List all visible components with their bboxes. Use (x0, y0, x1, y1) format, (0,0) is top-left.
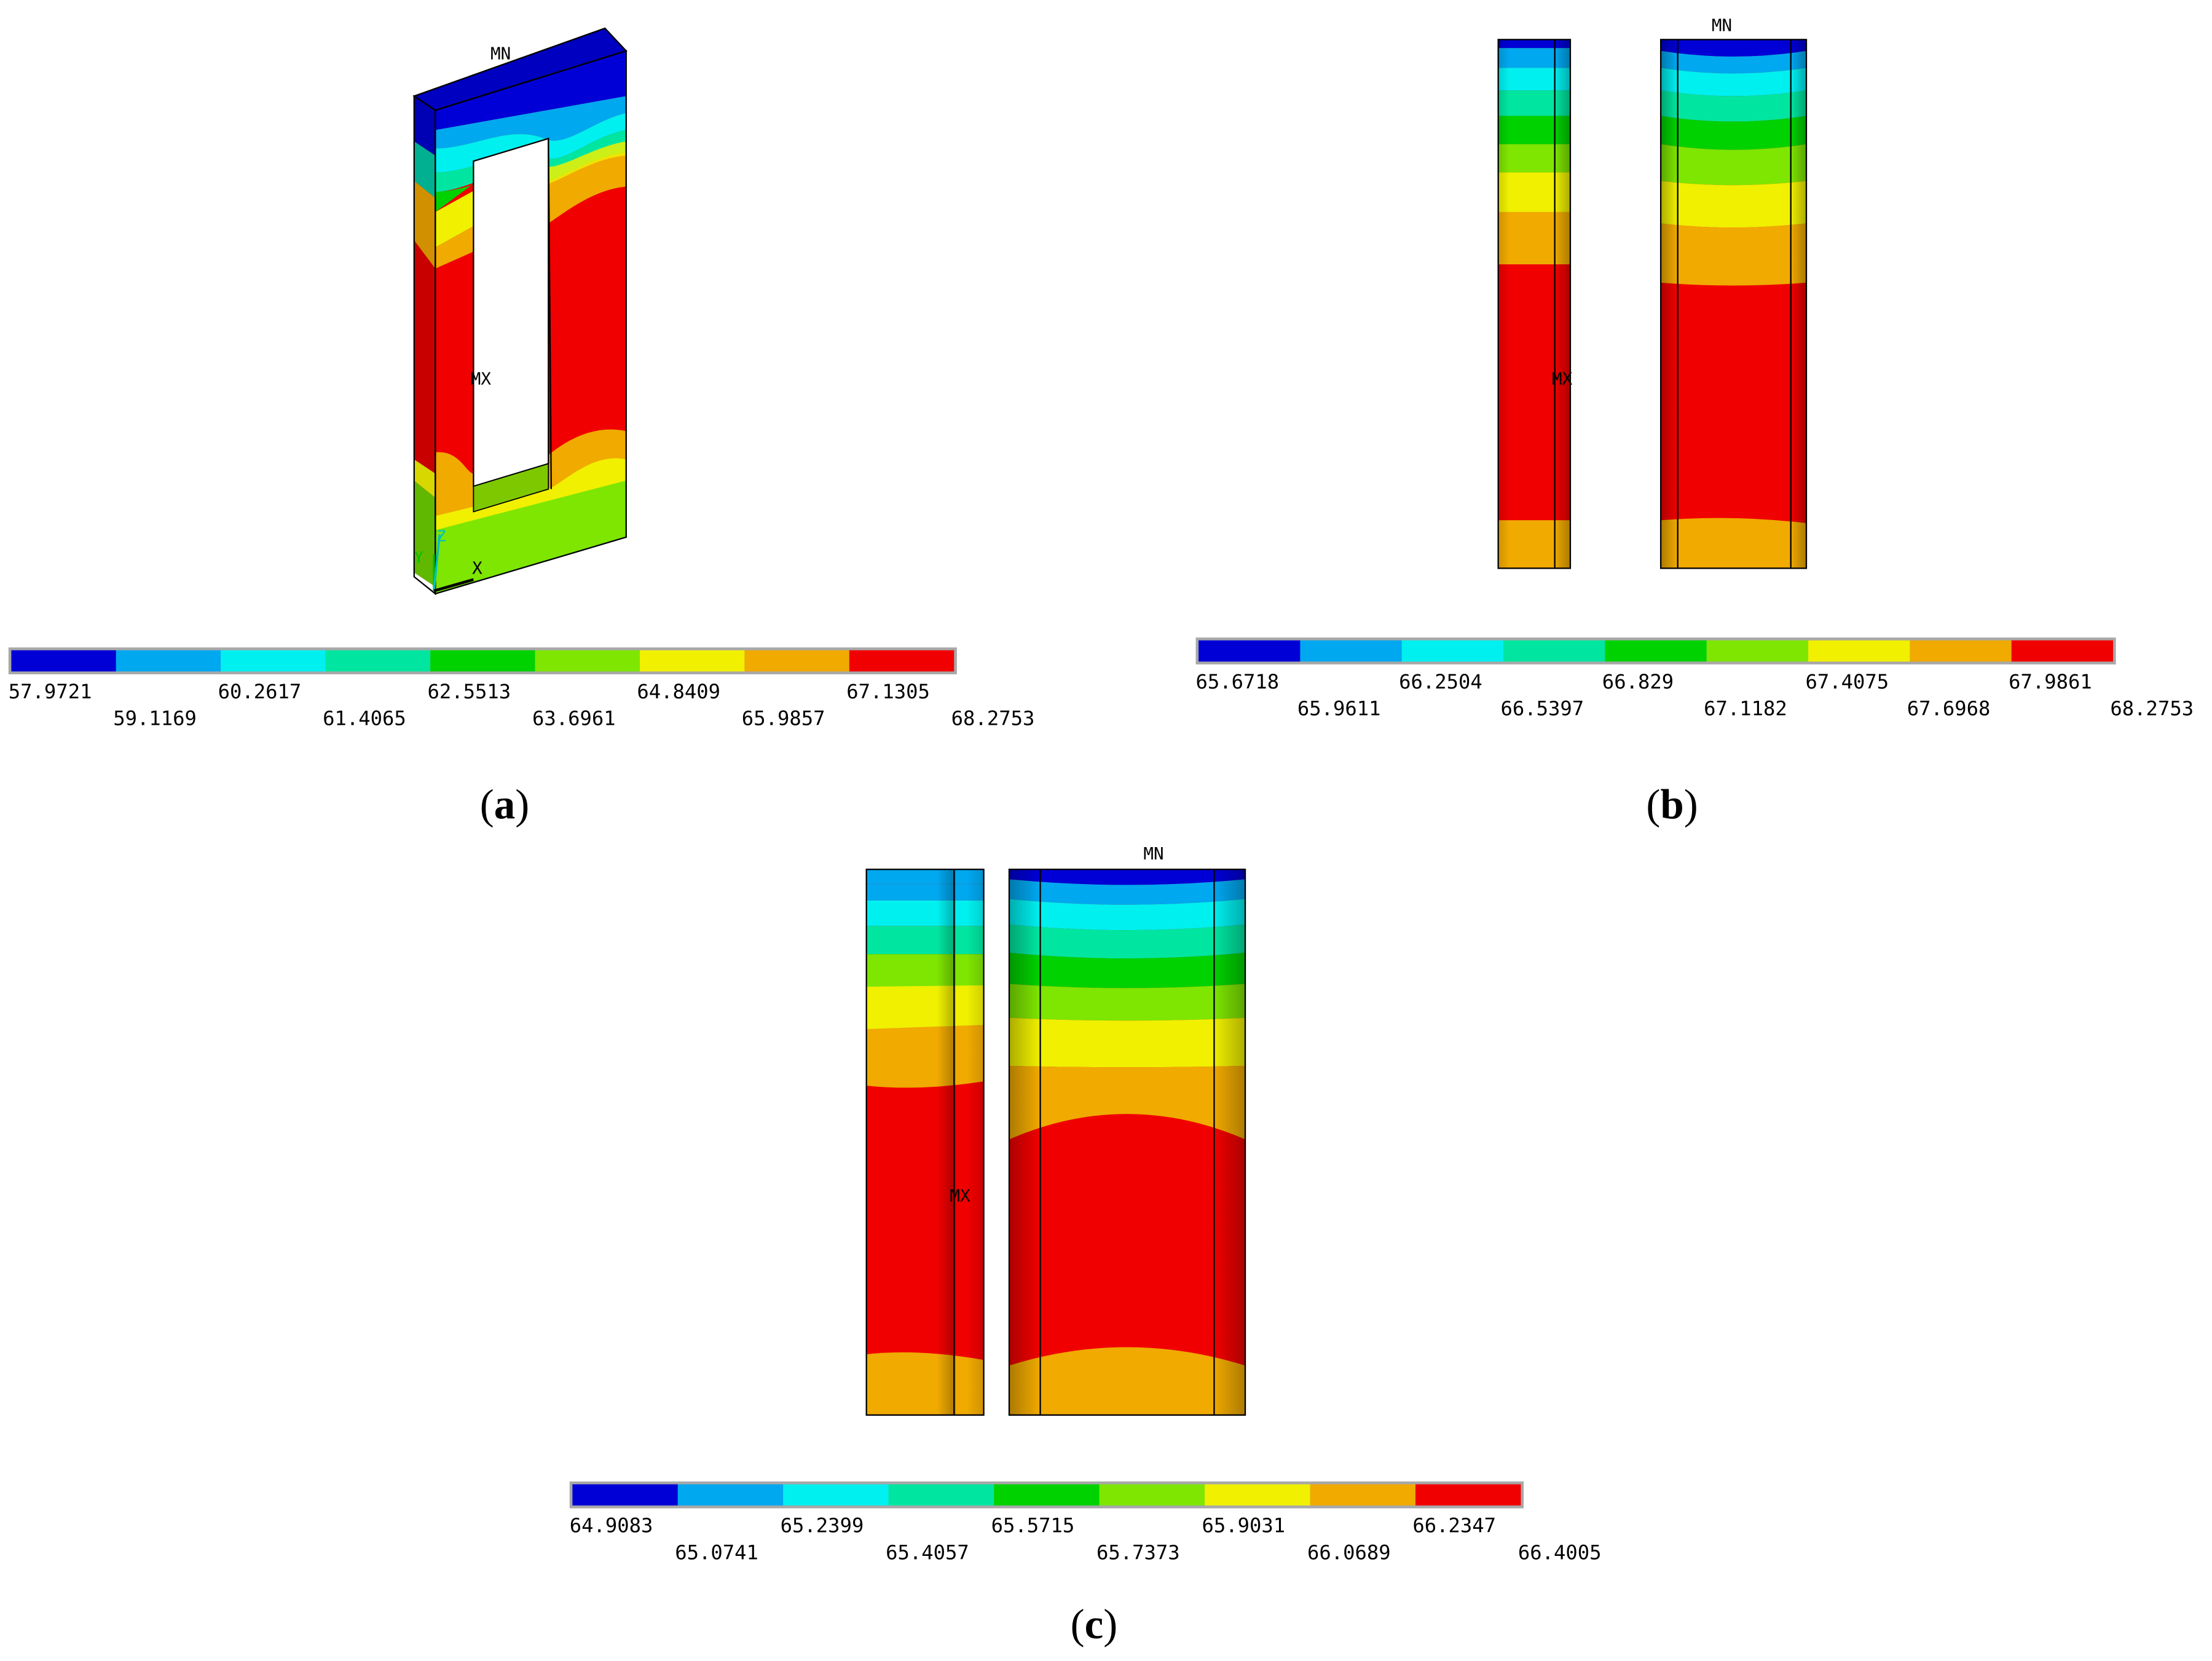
legend-a-swatch (849, 650, 954, 672)
panel-c-max-marker: MX (950, 1186, 970, 1206)
legend-a-value: 67.1305 (846, 680, 930, 703)
legend-c-swatch (572, 1484, 678, 1506)
panel-a-min-marker: MN (490, 44, 511, 64)
legend-c-swatch (888, 1484, 994, 1506)
legend-c-swatch (783, 1484, 889, 1506)
legend-b-swatch (1503, 640, 1605, 662)
legend-a-swatch (221, 650, 326, 672)
legend-a-value: 62.5513 (428, 680, 511, 703)
panel-c-contour-plot: MN MX (865, 843, 1246, 1416)
legend-a-value: 63.6961 (532, 707, 616, 730)
panel-a-core-front-face (435, 50, 626, 594)
panel-b-right-limb-outline (1659, 39, 1808, 569)
caption-a: (a) (480, 781, 529, 827)
legend-b-value: 67.9861 (2009, 670, 2092, 693)
legend-a-swatch (535, 650, 640, 672)
panel-b-min-marker: MN (1712, 15, 1732, 36)
legend-b-swatch (1808, 640, 1910, 662)
color-legends: 57.9721 59.1169 60.2617 61.4065 62.5513 63.69… (8, 637, 2194, 1564)
panel-a-axis-z-label: Z (437, 527, 446, 545)
legend-a-value: 64.8409 (637, 680, 720, 703)
panel-a-axis-x-label: X (472, 558, 482, 578)
panel-c-min-marker: MN (1143, 843, 1163, 864)
legend-a-value: 60.2617 (218, 680, 302, 703)
legend-c-swatch (1099, 1484, 1205, 1506)
panel-c-left-limb-outline (865, 869, 985, 1416)
legend-b-swatch (1706, 640, 1809, 662)
legend-b-swatch (1198, 640, 1301, 662)
legend-b-swatch (1910, 640, 2012, 662)
legend-c-swatch (1205, 1484, 1310, 1506)
legend-b-value: 67.1182 (1704, 697, 1787, 720)
legend-c: 64.9083 65.0741 65.2399 65.4057 65.5715 65.73… (570, 1481, 1602, 1564)
legend-c-value: 65.9031 (1202, 1514, 1285, 1537)
legend-b-value: 67.4075 (1805, 670, 1889, 693)
panel-a-axis-y-label: Y (414, 548, 423, 566)
legend-c-swatch (1415, 1484, 1521, 1506)
legend-c-swatch (1310, 1484, 1416, 1506)
legend-b-value: 68.2753 (2110, 697, 2194, 720)
legend-a-value: 65.9857 (742, 707, 825, 730)
legend-c-value: 66.0689 (1307, 1541, 1391, 1564)
legend-c-value: 66.2347 (1412, 1514, 1496, 1537)
legend-a-swatch (430, 650, 535, 672)
panel-b-right-limb (1661, 39, 1806, 569)
legend-a-swatch (11, 650, 116, 672)
legend-b-value: 65.6718 (1196, 670, 1280, 693)
legend-b-value: 67.6968 (1907, 697, 1991, 720)
legend-c-value: 65.7373 (1096, 1541, 1180, 1564)
legend-c-value: 65.2399 (781, 1514, 864, 1537)
legend-c-value: 65.5715 (991, 1514, 1075, 1537)
legend-c-value: 66.4005 (1518, 1541, 1602, 1564)
legend-b-value: 66.5397 (1500, 697, 1584, 720)
panel-c-left-limb (866, 869, 984, 1415)
panel-a-core-left-face (414, 96, 436, 587)
caption-a-letter: a (494, 781, 515, 827)
legend-a-value: 57.9721 (9, 680, 92, 703)
legend-a-swatch (639, 650, 745, 672)
caption-c: (c) (1071, 1601, 1118, 1647)
caption-c-letter: c (1085, 1601, 1104, 1647)
legend-a-value: 68.2753 (951, 707, 1035, 730)
legend-b-swatch (2011, 640, 2114, 662)
legend-b-swatch (1300, 640, 1402, 662)
caption-b-letter: b (1660, 781, 1683, 827)
legend-a-swatch (116, 650, 221, 672)
legend-a-value: 61.4065 (323, 707, 406, 730)
legend-c-swatch (677, 1484, 784, 1506)
legend-c-swatch (994, 1484, 1100, 1506)
svg-text:(b): (b) (1646, 781, 1698, 827)
legend-a: 57.9721 59.1169 60.2617 61.4065 62.5513 63.69… (8, 647, 1035, 730)
legend-b-swatch (1605, 640, 1707, 662)
svg-text:(a): (a) (480, 781, 529, 827)
legend-b-value: 66.829 (1602, 670, 1674, 693)
legend-a-swatch (744, 650, 849, 672)
legend-c-value: 65.0741 (675, 1541, 758, 1564)
panel-a-axis-triad: Y Z X (414, 527, 482, 593)
legend-b: 65.6718 65.9611 66.2504 66.5397 66.829 67.118… (1196, 637, 2194, 720)
panel-b-max-marker: MX (1552, 368, 1573, 389)
legend-b-value: 65.9611 (1297, 697, 1381, 720)
caption-b: (b) (1646, 781, 1698, 827)
panel-a-max-marker: MX (471, 368, 492, 389)
panel-a-contour-plot: MN MX Y Z X (412, 27, 628, 596)
panel-b-contour-plot: MN MX (1497, 15, 1808, 569)
legend-c-value: 64.9083 (570, 1514, 653, 1537)
panel-c-right-limb-outline (1008, 869, 1246, 1416)
svg-text:(c): (c) (1071, 1601, 1118, 1647)
legend-b-swatch (1401, 640, 1504, 662)
panel-a-core-outline (413, 50, 627, 596)
legend-b-value: 66.2504 (1399, 670, 1482, 693)
legend-c-value: 65.4057 (886, 1541, 969, 1564)
legend-a-swatch (325, 650, 431, 672)
panel-b-left-limb-outline (1497, 39, 1572, 569)
panel-b-left-limb (1498, 39, 1570, 569)
panel-c-right-limb (1009, 869, 1246, 1415)
legend-a-value: 59.1169 (113, 707, 197, 730)
